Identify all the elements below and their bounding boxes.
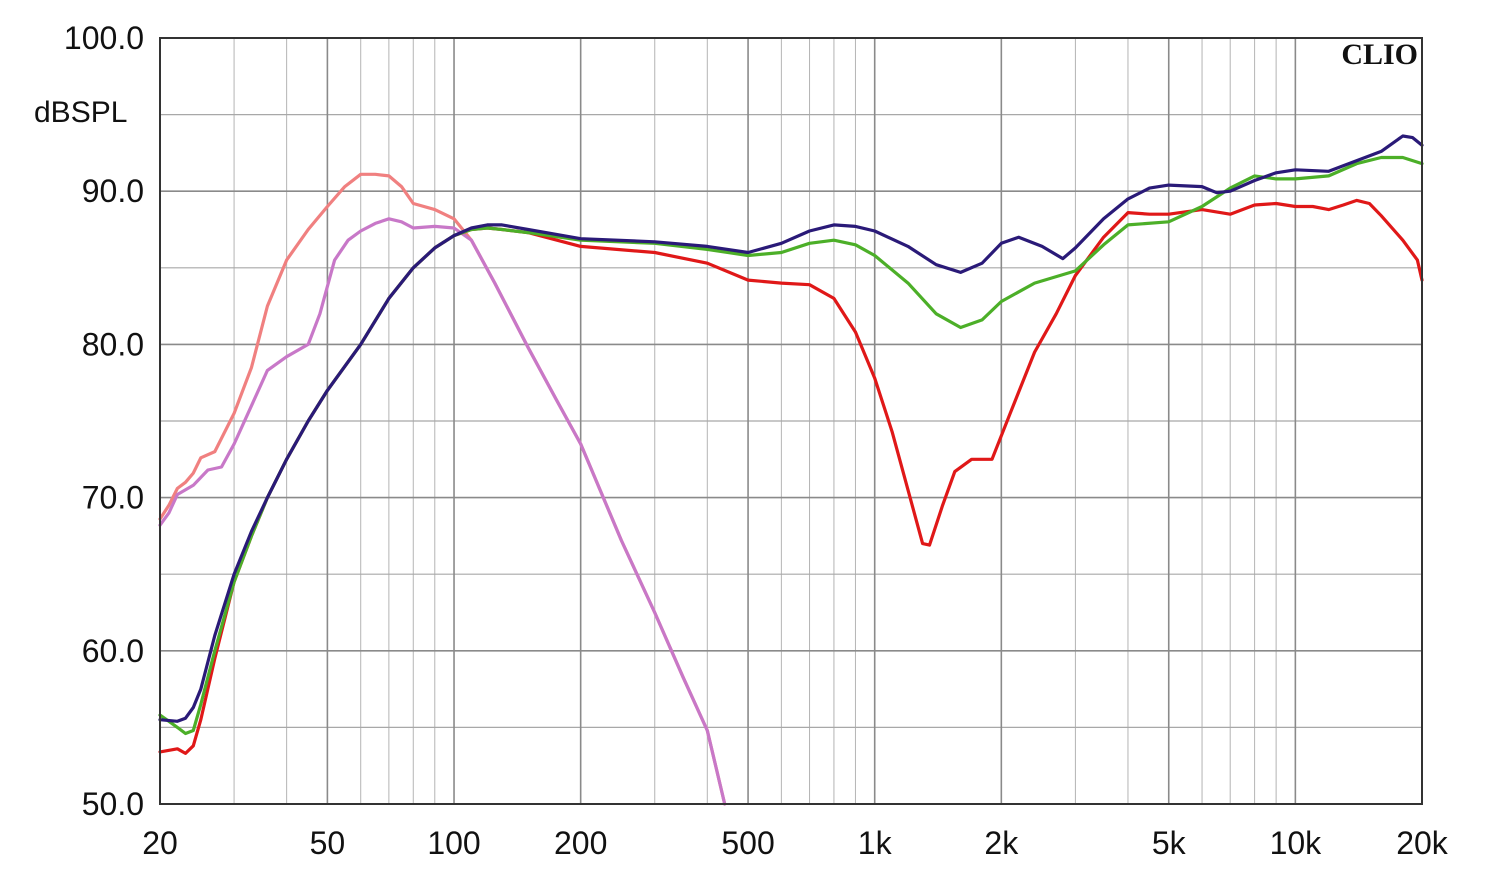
y-tick-label: 50.0 — [82, 786, 144, 822]
minor-grid — [160, 38, 1422, 804]
x-tick-label: 500 — [721, 825, 774, 861]
response-curve-5 — [158, 134, 1424, 723]
curves — [158, 134, 1424, 806]
y-tick-label: 60.0 — [82, 633, 144, 669]
x-tick-label: 20k — [1396, 825, 1449, 861]
response-curve-3 — [158, 198, 1424, 755]
x-tick-label: 200 — [554, 825, 607, 861]
x-tick-label: 1k — [858, 825, 893, 861]
x-tick-label: 5k — [1152, 825, 1187, 861]
x-tick-label: 50 — [310, 825, 346, 861]
x-tick-label: 100 — [427, 825, 480, 861]
x-tick-label: 20 — [142, 825, 178, 861]
x-tick-label: 10k — [1270, 825, 1323, 861]
plot-frame — [159, 37, 1423, 805]
y-axis-unit: dBSPL — [34, 96, 127, 129]
major-grid — [160, 38, 1422, 804]
brand-logo: CLIO — [1341, 38, 1418, 71]
response-curve-1 — [158, 172, 727, 806]
x-tick-label: 2k — [984, 825, 1019, 861]
y-tick-label: 70.0 — [82, 480, 144, 516]
response-curve-4 — [158, 155, 1424, 736]
response-curve-2 — [158, 217, 727, 806]
y-tick-label: 100.0 — [64, 20, 144, 56]
x-axis-labels: 20 50 100 200 500 1k 2k 5k 10k 20k — [142, 825, 1449, 861]
y-tick-label: 90.0 — [82, 173, 144, 209]
y-tick-label: 80.0 — [82, 326, 144, 362]
y-axis-labels: 100.0 90.0 80.0 70.0 60.0 50.0 — [64, 20, 144, 822]
